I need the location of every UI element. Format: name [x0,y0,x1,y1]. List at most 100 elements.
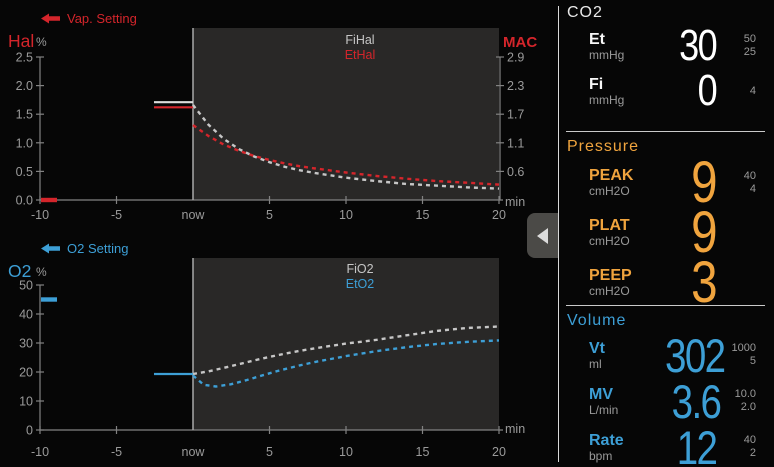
x-tick-label: 15 [416,445,430,459]
x-tick-label: now [182,445,206,459]
fi-value: 0 [697,66,718,115]
param-name: Rate [589,431,624,449]
y-tick-label: 40 [19,308,33,322]
gas-axis-unit: % [36,265,47,279]
param-unit: ml [589,356,602,371]
param-row-vt: Vt ml 302 1000 5 [567,328,756,382]
x-tick-label: 20 [492,445,506,459]
param-name: PEEP [589,267,632,284]
param-unit: cmH2O [589,234,630,248]
param-labels: Et mmHg [589,31,669,62]
param-labels: Vt ml [589,340,652,371]
right-axis-label: MAC [503,34,537,51]
param-name: Et [589,30,605,48]
param-name: PEAK [589,167,634,184]
gas-axis-unit: % [36,35,47,49]
left-triangle-icon [537,227,548,244]
right-tick-label: 1.1 [507,136,524,150]
setting-label: O2 Setting [67,241,128,256]
y-tick-label: 1.0 [16,136,33,150]
gas-axis-label: O2 [8,261,31,281]
alarm-limit: 25 [743,46,756,58]
series-label-FiO2: FiO2 [346,262,373,276]
curve-EtHal [192,124,500,186]
alarm-limit: 1000 [731,342,756,354]
parameter-panel: CO2 Et mmHg 30 50 25 Fi mmHg 0 4 Pressure PEAK cmH2O… [558,0,774,467]
alarm-limits [716,209,756,256]
param-labels: Fi mmHg [589,76,669,107]
section-volume: Volume Vt ml 302 1000 5 MV L/min 3.6 10.0 2.0 Rate b… [559,305,774,467]
alarm-limit: 4 [749,84,756,97]
param-unit: cmH2O [589,184,630,198]
param-row-mv: MV L/min 3.6 10.0 2.0 [567,374,756,428]
x-axis-unit: min [505,422,525,436]
right-tick-label: 2.9 [507,51,524,65]
alarm-limit: 40 [743,169,756,182]
param-row-fi: Fi mmHg 0 4 [567,66,756,115]
series-label-EtO2: EtO2 [346,277,375,291]
peak-value: 9 [691,149,717,215]
section-separator [566,305,765,306]
gas-axis-label: Hal [8,31,34,51]
param-name: Fi [589,75,604,93]
param-row-et: Et mmHg 30 50 25 [567,21,756,70]
y-tick-label: 20 [19,366,33,380]
panel-collapse-tab[interactable] [527,213,558,258]
param-unit: L/min [589,402,619,417]
y-tick-label: 0 [26,424,33,438]
y-tick-label: 1.5 [16,108,33,122]
y-tick-label: 2.0 [16,79,33,93]
param-name: PLAT [589,217,630,234]
x-tick-label: 5 [266,208,273,222]
setting-label: Vap. Setting [67,11,137,26]
section-title: Volume [567,312,627,329]
trend-charts: 0.00.51.01.52.02.5-10 -5 now 5 10 15 20min2.92… [8,11,537,459]
param-unit: bpm [589,448,613,463]
section-title: CO2 [567,4,603,21]
param-name: MV [589,385,613,403]
series-label-EtHal: EtHal [345,48,376,62]
x-tick-label: 10 [339,208,353,222]
x-tick-label: 20 [492,208,506,222]
y-tick-label: 30 [19,337,33,351]
x-axis-unit: min [505,195,525,209]
series-label-FiHal: FiHal [345,33,374,47]
section-title: Pressure [567,138,640,155]
plat-value: 9 [691,199,717,265]
param-labels: PLAT cmH2O [589,217,669,248]
alarm-limits: 4 [716,70,756,112]
x-tick-label: 5 [266,445,273,459]
setting-arrow-icon [41,13,60,24]
setting-arrow-icon [41,243,60,254]
setting-marker [41,197,57,203]
peep-value: 3 [691,249,717,315]
alarm-limit: 2 [749,447,756,459]
vt-value: 302 [665,328,726,382]
alarm-limit: 4 [749,182,756,195]
chart-o2: 0 10 20 30 40 50 -10 -5 now 5 10 15 20 min O2 Setting O… [8,241,525,459]
mv-value: 3.6 [671,374,721,428]
panel-left-separator [558,6,559,462]
param-row-peak: PEAK cmH2O 9 40 4 [567,153,756,211]
y-tick-label: 50 [19,279,33,293]
x-tick-label: 10 [339,445,353,459]
alarm-limit: 50 [743,33,756,45]
right-tick-label: 1.7 [507,108,524,122]
alarm-limits: 40 4 [716,159,756,206]
et-value: 30 [679,21,718,70]
x-tick-label: now [182,208,206,222]
right-tick-label: 2.3 [507,79,524,93]
alarm-limits: 50 25 [716,25,756,67]
alarm-limits: 10.0 2.0 [720,379,756,423]
y-tick-label: 0.5 [16,165,33,179]
param-labels: MV L/min [589,386,661,417]
alarm-limits [716,259,756,306]
y-tick-label: 10 [19,395,33,409]
curve-EtO2 [192,339,500,388]
section-co2: CO2 Et mmHg 30 50 25 Fi mmHg 0 4 [559,0,774,131]
alarm-limits: 1000 5 [724,333,756,377]
param-unit: cmH2O [589,284,630,298]
y-tick-label: 0.0 [16,194,33,208]
